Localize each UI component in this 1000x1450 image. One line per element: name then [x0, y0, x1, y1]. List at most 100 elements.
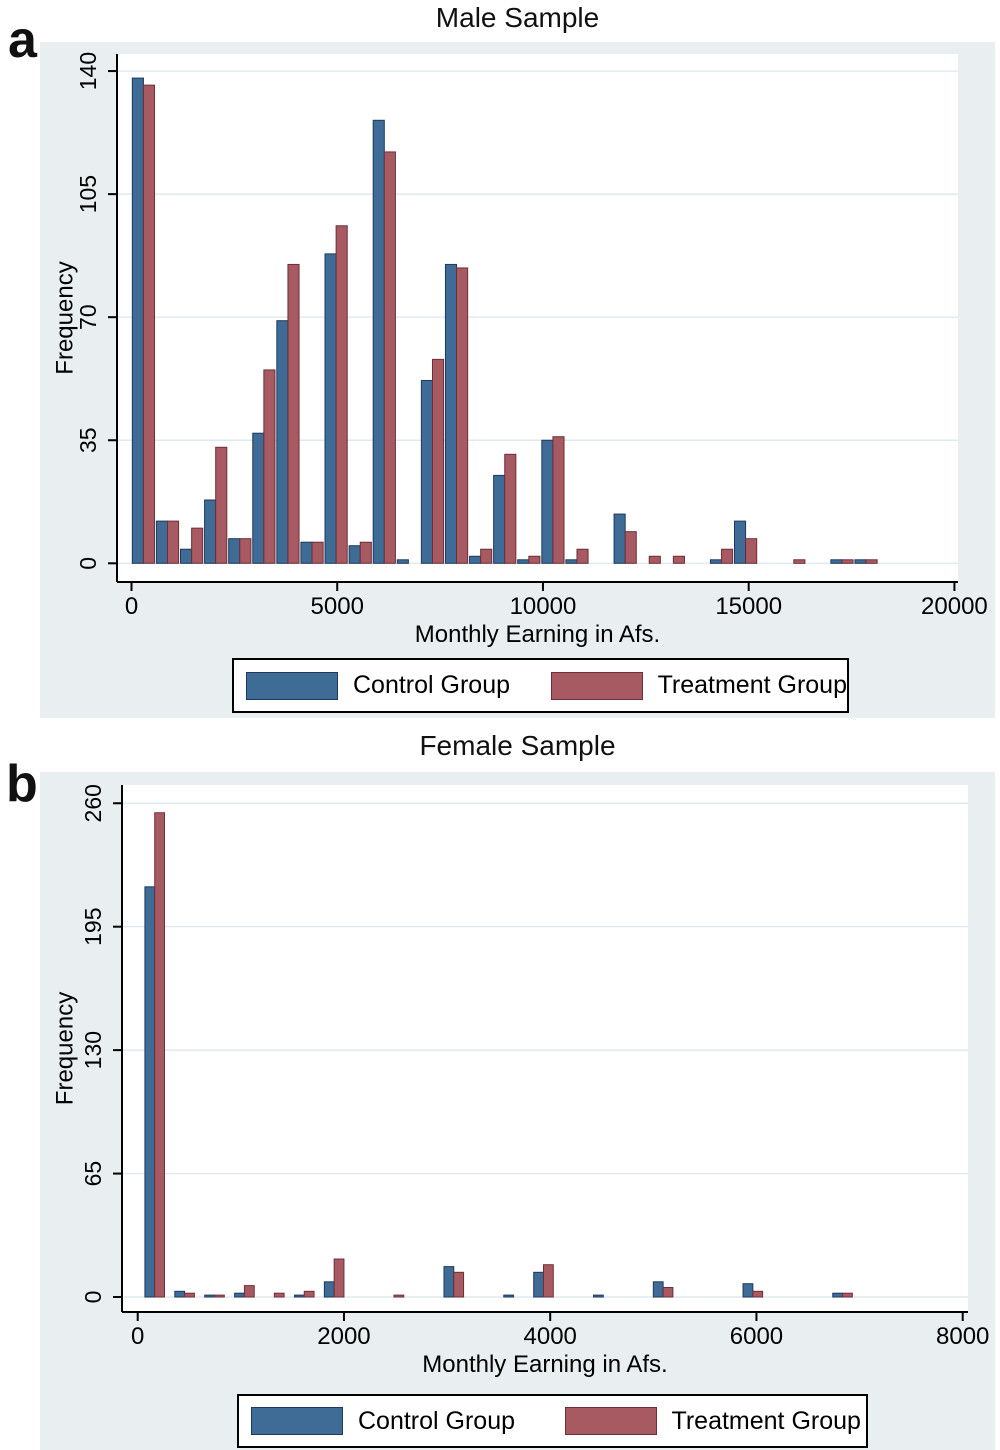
legend-item-control: Control Group: [239, 1407, 553, 1436]
bar-treatment: [243, 1285, 255, 1298]
bar-treatment: [552, 436, 565, 564]
bar-control: [493, 474, 506, 564]
chart-a-title: Male Sample: [435, 2, 600, 33]
bar-control: [174, 1290, 186, 1298]
legend-item-treatment: Treatment Group: [539, 671, 847, 700]
y-tick-label: 130: [80, 1031, 106, 1069]
bar-control: [742, 1283, 754, 1298]
bar-treatment: [263, 369, 276, 564]
bar-treatment: [239, 538, 252, 564]
bar-control: [652, 1281, 664, 1298]
x-tick-label: 5000: [311, 593, 364, 620]
y-tick-label: 65: [80, 1161, 106, 1187]
bar-control: [469, 555, 482, 564]
bar-treatment: [311, 541, 324, 564]
bar-control: [372, 119, 385, 564]
plot-area: [122, 785, 968, 1312]
bar-control: [300, 541, 313, 564]
x-tick-label: 0: [125, 593, 138, 620]
panel-b-letter: b: [6, 755, 38, 813]
chart-a-panel: 0 35 70 105 140 0 5000 10000 15000 20000 Frequency…: [40, 42, 995, 718]
plot-area: [117, 54, 958, 582]
bar-control: [593, 1294, 604, 1298]
bar-control: [293, 1294, 305, 1298]
bar-control: [234, 1292, 245, 1298]
bar-treatment: [842, 1292, 853, 1298]
bar-treatment: [142, 84, 156, 564]
bar-control: [709, 559, 723, 564]
bar-control: [733, 520, 747, 564]
bar-treatment: [648, 555, 661, 564]
bar-treatment: [214, 1294, 225, 1298]
bar-control: [830, 559, 843, 564]
bar-control: [832, 1292, 844, 1298]
bar-control: [541, 439, 554, 564]
bar-treatment: [721, 548, 734, 564]
chart-b-title: Female Sample: [419, 730, 616, 761]
bar-control: [131, 77, 144, 564]
bar-treatment: [431, 358, 445, 564]
bar-control: [613, 513, 626, 564]
bar-control: [252, 432, 265, 564]
treatment-swatch: [550, 671, 643, 700]
bar-control: [420, 379, 433, 564]
bar-treatment: [841, 559, 854, 564]
x-tick-label: 2000: [317, 1323, 370, 1350]
bar-treatment: [752, 1290, 764, 1298]
bar-treatment: [167, 520, 180, 564]
bar-treatment: [745, 538, 758, 564]
bar-treatment: [453, 1271, 465, 1298]
x-tick-label: 6000: [730, 1323, 783, 1350]
bar-treatment: [303, 1290, 315, 1298]
bar-control: [144, 886, 156, 1298]
legend-item-control: Control Group: [234, 671, 539, 700]
control-swatch: [246, 671, 338, 700]
y-tick-label: 0: [75, 557, 101, 570]
bar-treatment: [191, 527, 204, 564]
x-tick-label: 0: [131, 1323, 144, 1350]
treatment-group-label: Treatment Group: [671, 1406, 861, 1435]
bar-treatment: [504, 453, 517, 564]
x-axis-label: Monthly Earning in Afs.: [415, 621, 660, 648]
bar-control: [443, 1266, 455, 1298]
bar-control: [348, 545, 361, 564]
chart-b-panel: 0 65 130 195 260 0 2000 4000 6000 8000 Frequency Mo…: [40, 772, 995, 1450]
bar-treatment: [287, 263, 300, 564]
bar-control: [155, 520, 169, 564]
bar-treatment: [333, 1258, 345, 1298]
bar-treatment: [154, 812, 166, 1298]
bar-treatment: [672, 555, 685, 564]
control-group-label: Control Group: [358, 1406, 516, 1435]
bar-treatment: [456, 267, 469, 564]
control-group-label: Control Group: [353, 671, 511, 699]
bar-treatment: [542, 1264, 554, 1298]
legend-item-treatment: Treatment Group: [553, 1407, 867, 1436]
bar-control: [204, 1294, 216, 1298]
bar-control: [517, 559, 530, 564]
treatment-swatch: [564, 1407, 657, 1435]
y-tick-label: 140: [75, 52, 101, 90]
bar-control: [228, 538, 241, 564]
y-tick-label: 70: [75, 304, 101, 330]
y-axis-label: Frequency: [51, 992, 78, 1105]
bar-treatment: [662, 1287, 674, 1298]
legend-a: Control Group Treatment Group: [232, 658, 849, 713]
y-tick-label: 195: [80, 908, 106, 946]
y-tick-label: 105: [75, 175, 101, 213]
x-tick-label: 4000: [524, 1323, 577, 1350]
bar-control: [204, 499, 217, 564]
bar-control: [324, 253, 337, 564]
bar-treatment: [624, 531, 637, 564]
bar-treatment: [793, 559, 806, 564]
bar-treatment: [215, 446, 228, 564]
bar-treatment: [273, 1292, 285, 1298]
bar-treatment: [480, 548, 493, 564]
bar-control: [180, 548, 193, 564]
y-tick-label: 260: [80, 784, 106, 822]
bar-control: [276, 320, 289, 564]
bar-treatment: [393, 1294, 405, 1298]
bar-control: [323, 1281, 335, 1298]
bar-control: [503, 1294, 515, 1298]
bar-treatment: [335, 225, 348, 564]
